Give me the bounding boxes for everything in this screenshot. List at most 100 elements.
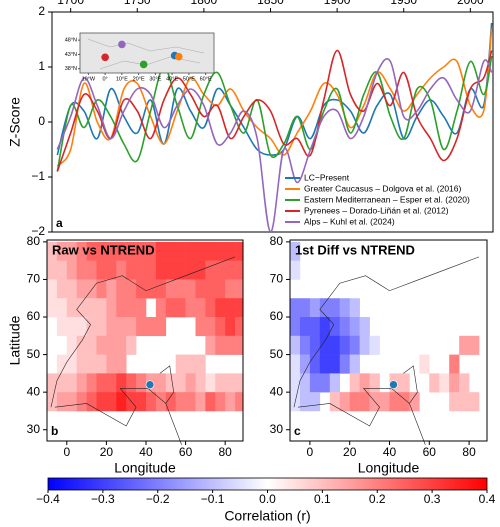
heat-cell <box>136 373 147 393</box>
heat-cell <box>126 260 137 280</box>
heat-cell <box>86 298 97 318</box>
series-line <box>56 22 493 156</box>
heat-cell <box>290 373 301 393</box>
heat-cell <box>185 241 196 261</box>
heat-cell <box>145 317 157 337</box>
heat-cell <box>329 373 341 393</box>
colorbar-tick-label: 0.0 <box>259 492 276 506</box>
heat-cell <box>66 279 77 299</box>
y-tick-label: 30 <box>27 422 41 436</box>
heat-cell <box>225 298 236 318</box>
heat-cell <box>299 335 311 355</box>
panel-title: 1st Diff vs NTREND <box>295 242 415 257</box>
heat-cell <box>106 298 117 318</box>
heat-cell <box>449 392 460 412</box>
heat-cell <box>349 298 360 318</box>
heat-cell <box>56 279 68 299</box>
heat-cell <box>76 335 87 355</box>
heat-cell <box>359 335 370 355</box>
x-tick-label: 80 <box>462 445 476 459</box>
heat-cell <box>195 373 206 393</box>
y-tick-label: 70 <box>270 272 284 286</box>
x-tick-label: 20 <box>100 445 114 459</box>
y-tick-label: 80 <box>270 234 284 248</box>
heat-cell <box>76 373 87 393</box>
site-marker <box>389 380 398 389</box>
heat-cell <box>215 279 226 299</box>
heat-cell <box>299 373 311 393</box>
coastline <box>293 256 480 445</box>
heat-cell <box>76 241 87 261</box>
heat-cell <box>126 317 137 337</box>
heat-cell <box>66 392 77 412</box>
heat-cell <box>235 392 244 412</box>
heat-cell <box>175 373 186 393</box>
heat-cell <box>215 335 226 355</box>
x-tick-label: 60 <box>423 445 437 459</box>
heat-cell <box>235 335 244 355</box>
heat-cell <box>309 317 321 337</box>
heat-cell <box>175 241 186 261</box>
heat-cell <box>136 260 147 280</box>
heat-cell <box>215 241 226 261</box>
heat-cell <box>449 373 460 393</box>
heat-cell <box>225 241 236 261</box>
heat-cell <box>136 241 147 261</box>
heat-cell <box>56 260 68 280</box>
heat-cell <box>96 335 107 355</box>
heat-cell <box>106 373 117 393</box>
x-tick-label: 1900 <box>324 0 351 7</box>
heat-cell <box>309 392 321 412</box>
x-tick-label: 40 <box>139 445 153 459</box>
y-tick-label: 50 <box>270 347 284 361</box>
heat-cell <box>329 298 341 318</box>
series-line <box>56 28 493 167</box>
heat-cell <box>56 354 68 374</box>
heat-cell <box>319 354 331 374</box>
heat-cell <box>215 317 226 337</box>
heat-cell <box>66 241 77 261</box>
heat-cell <box>235 260 244 280</box>
heat-cell <box>329 317 341 337</box>
colorbar-tick-label: −0.4 <box>36 492 60 506</box>
y-tick-label: 0 <box>38 114 45 128</box>
y-tick-label: 40 <box>27 384 41 398</box>
y-tick-label: 60 <box>270 309 284 323</box>
heat-cell <box>86 373 97 393</box>
heat-cell <box>379 392 390 412</box>
heat-cell <box>309 354 321 374</box>
heat-cell <box>185 354 196 374</box>
heat-cell <box>96 260 107 280</box>
heat-cell <box>165 241 176 261</box>
heat-cell <box>47 279 58 299</box>
y-tick-label: −1 <box>31 169 45 183</box>
x-tick-label: 1700 <box>57 0 84 7</box>
heat-cell <box>429 373 440 393</box>
legend-label: Eastern Mediterranean – Esper et al. (20… <box>304 194 470 204</box>
heat-cell <box>290 354 301 374</box>
colorbar-label: Correlation (r) <box>224 508 310 524</box>
x-axis-label: Longitude <box>358 460 420 476</box>
heat-cell <box>96 317 107 337</box>
heat-cell <box>155 392 167 412</box>
heat-cell <box>215 298 226 318</box>
heat-cell <box>409 392 420 412</box>
x-tick-label: 1950 <box>390 0 417 7</box>
heat-cell <box>299 392 311 412</box>
heat-cell <box>225 373 236 393</box>
heat-cell <box>389 392 400 412</box>
x-tick-label: 30°E <box>149 76 161 82</box>
site-marker <box>145 380 155 389</box>
colorbar-tick-label: −0.1 <box>201 492 225 506</box>
heat-cell <box>136 317 147 337</box>
heat-cell <box>299 298 311 318</box>
plot-frame <box>289 239 488 442</box>
heat-cell <box>359 373 370 393</box>
heat-cell <box>235 241 244 261</box>
heat-cell <box>47 373 58 393</box>
x-tick-label: 10°W <box>82 76 96 82</box>
heat-cell <box>195 354 206 374</box>
heat-cell <box>419 354 430 374</box>
legend-label: Alps – Kuhl et al. (2024) <box>304 216 395 226</box>
heat-cell <box>185 279 196 299</box>
